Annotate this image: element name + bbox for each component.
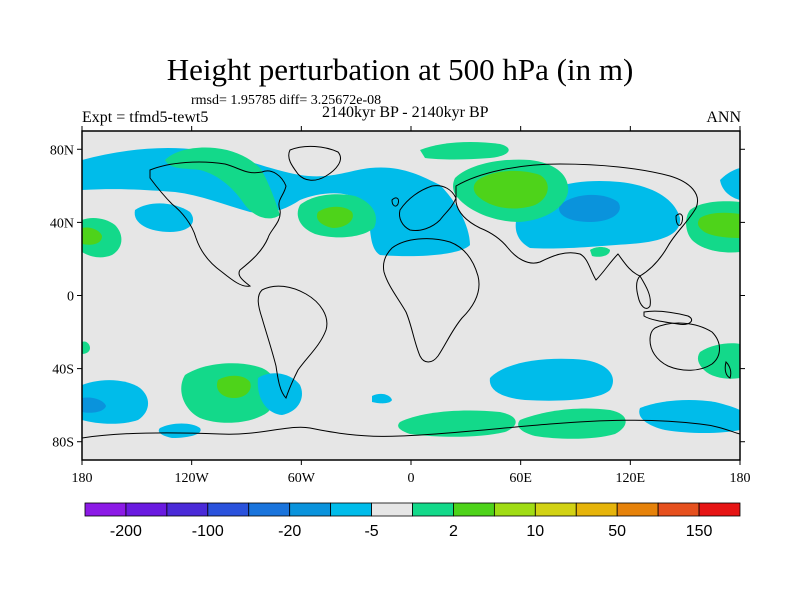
contour-blue-south-pacific-west xyxy=(82,380,149,424)
colorbar-box xyxy=(453,502,495,517)
colorbar-box xyxy=(125,502,168,517)
colorbar-labels: -200 -100 -20 -5 2 10 50 150 xyxy=(110,523,713,540)
lon-tick-label: 180 xyxy=(72,471,93,486)
lon-tick-label: 0 xyxy=(408,471,415,486)
contour-green-core-west-pacific xyxy=(82,227,102,245)
contour-green-southern-ocean-east xyxy=(518,408,626,439)
contour-blue-pacific-north xyxy=(134,203,194,232)
contour-green-southern-ocean xyxy=(398,410,516,437)
contour-green-south-west-edge xyxy=(82,341,90,354)
coastline-australia xyxy=(649,322,720,371)
colorbar-label: -5 xyxy=(364,523,378,540)
colorbar-label: -100 xyxy=(192,523,224,540)
lat-tick-label: 80N xyxy=(50,143,74,158)
contour-blue-south-atlantic-small xyxy=(372,393,392,404)
colorbar-label: -200 xyxy=(110,523,142,540)
contour-blue-south-indian-east xyxy=(639,400,740,433)
coastline-europe xyxy=(399,185,457,231)
colorbar-box xyxy=(657,502,700,517)
contour-blue-north-pacific-edge xyxy=(720,168,740,200)
contour-green-small-india xyxy=(590,247,610,257)
colorbar-label: -20 xyxy=(278,523,301,540)
coastline-antarctica xyxy=(82,419,740,439)
colorbar-box xyxy=(371,502,413,517)
contour-fields xyxy=(82,142,740,439)
colorbar-box xyxy=(166,502,209,517)
colorbar-label: 10 xyxy=(526,523,544,540)
lat-tick-label: 0 xyxy=(67,290,74,305)
lon-tick-label: 180 xyxy=(730,471,751,486)
colorbar-box xyxy=(493,502,536,517)
colorbar-box xyxy=(616,502,659,517)
coastline-south-america xyxy=(257,285,328,399)
contour-green-top-edge xyxy=(420,142,509,160)
contour-green-tasman xyxy=(697,343,740,379)
coastline-japan xyxy=(675,213,683,226)
time-period-label: 2140kyr BP - 2140kyr BP xyxy=(322,104,489,121)
contour-midblue-asia xyxy=(559,194,620,222)
lat-tick-label: 40S xyxy=(52,363,74,378)
contour-blue-north-america-arctic xyxy=(82,148,470,257)
colorbar-label: 150 xyxy=(686,523,713,540)
colorbar xyxy=(84,502,741,517)
latitude-axis: 80N 40N 0 40S 80S xyxy=(50,143,745,451)
map-title: Height perturbation at 500 hPa (in m) xyxy=(166,52,634,87)
contour-blue-southern-indian xyxy=(489,358,613,401)
coastline-indochina xyxy=(636,275,651,309)
experiment-label: Expt = tfmd5-tewt5 xyxy=(82,109,209,126)
colorbar-box xyxy=(575,502,618,517)
colorbar-box xyxy=(84,502,127,517)
contour-blue-south-pacific-mid xyxy=(257,373,302,415)
rmsd-diff-stats: rmsd= 1.95785 diff= 3.25672e-08 xyxy=(191,93,382,108)
contour-midblue-south-pacific-west xyxy=(82,397,106,413)
coastline-africa xyxy=(383,238,480,363)
coastline-uk xyxy=(391,197,399,207)
colorbar-box xyxy=(330,502,372,517)
coastline-new-zealand xyxy=(724,361,732,379)
lon-tick-label: 60E xyxy=(509,471,532,486)
contour-green-core-russia xyxy=(473,170,548,209)
colorbar-box xyxy=(534,502,577,517)
colorbar-label: 2 xyxy=(449,523,458,540)
colorbar-box xyxy=(412,502,454,517)
lon-tick-label: 120W xyxy=(175,471,210,486)
contour-green-core-north-atlantic xyxy=(316,206,353,228)
colorbar-label: 50 xyxy=(608,523,626,540)
colorbar-box xyxy=(698,502,741,517)
coastline-north-america xyxy=(149,161,287,287)
lat-tick-label: 80S xyxy=(52,436,74,451)
lon-tick-label: 120E xyxy=(616,471,646,486)
contour-green-core-south-pacific xyxy=(216,375,251,398)
colorbar-box xyxy=(207,502,250,517)
colorbar-box xyxy=(248,502,291,517)
coastline-greenland xyxy=(288,145,341,181)
longitude-axis: 180 120W 60W 0 60E 120E 180 xyxy=(72,126,751,486)
lat-tick-label: 40N xyxy=(50,216,74,231)
lon-tick-label: 60W xyxy=(288,471,316,486)
contour-green-core-east-pacific xyxy=(697,212,740,238)
coastline-asia xyxy=(455,163,698,281)
colorbar-box xyxy=(289,502,332,517)
coastlines xyxy=(82,145,740,439)
contour-green-arctic xyxy=(165,147,280,219)
coastline-indonesia xyxy=(643,310,693,325)
season-label: ANN xyxy=(706,109,741,126)
contour-blue-south-pacific-bottom xyxy=(158,423,201,438)
